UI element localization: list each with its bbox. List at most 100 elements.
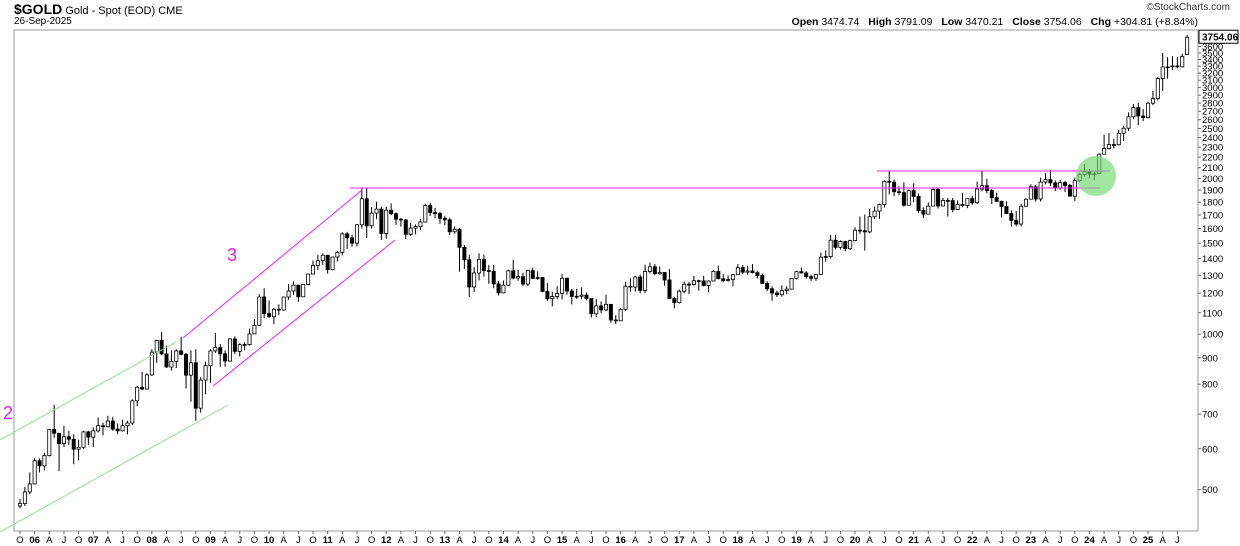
candles: [17, 35, 1190, 509]
candle-body: [232, 338, 237, 352]
candle-body: [755, 272, 760, 277]
x-tick-label: O: [192, 535, 199, 546]
candle-body: [481, 259, 486, 272]
candle-body: [340, 233, 345, 253]
x-tick-label: 24: [1084, 535, 1095, 546]
candle-body: [677, 290, 682, 303]
candle-body: [22, 491, 27, 505]
candle-body: [101, 425, 106, 428]
x-tick-label: 11: [323, 535, 334, 546]
candle-body: [545, 290, 550, 300]
x-tick-label: 09: [205, 535, 216, 546]
y-tick-label: 800: [1202, 380, 1218, 391]
y-tick-label: 1500: [1202, 239, 1223, 250]
candle-body: [813, 273, 818, 279]
x-tick-label: 17: [674, 535, 685, 546]
x-tick-label: A: [632, 535, 639, 546]
exchange: CME: [158, 5, 183, 17]
candle-body: [403, 219, 408, 235]
candle-body: [1023, 198, 1028, 207]
candle-body: [1160, 66, 1165, 79]
candle-body: [330, 256, 335, 271]
y-tick-label: 1400: [1202, 254, 1223, 265]
candle-body: [1116, 132, 1121, 146]
candle-body: [613, 319, 618, 322]
x-tick-label: 10: [264, 535, 275, 546]
candle-body: [223, 353, 228, 362]
x-tick-label: A: [1101, 535, 1108, 546]
candle-body: [61, 436, 66, 445]
candle-body: [599, 305, 604, 311]
trend-line: [212, 239, 396, 387]
candle-body: [945, 200, 950, 202]
candle-body: [1048, 179, 1053, 184]
candle-body: [1019, 205, 1024, 225]
x-tick-label: 12: [381, 535, 392, 546]
candle-body: [184, 353, 189, 376]
candle-body: [1102, 148, 1107, 155]
x-tick-label: A: [456, 535, 463, 546]
wave-label: 3: [227, 245, 237, 265]
candle-body: [608, 303, 613, 321]
candle-body: [1155, 78, 1160, 99]
candle-body: [164, 353, 169, 368]
x-tick-label: A: [925, 535, 932, 546]
candle-body: [442, 217, 447, 221]
candle-body: [374, 208, 379, 214]
candle-body: [892, 181, 897, 193]
date: 26-Sep-2025: [14, 16, 72, 27]
candle-body: [369, 212, 374, 227]
candle-body: [281, 296, 286, 311]
x-tick-label: O: [1130, 535, 1137, 546]
change-value: +304.81 (+8.84%): [1113, 16, 1198, 28]
candle-body: [457, 228, 462, 248]
x-tick-label: A: [1160, 535, 1167, 546]
candle-body: [569, 290, 574, 297]
x-tick-label: 06: [29, 535, 40, 546]
candle-body: [662, 272, 667, 281]
candle-body: [960, 203, 965, 206]
x-tick-label: A: [1042, 535, 1049, 546]
candle-body: [843, 241, 848, 249]
candle-body: [867, 216, 872, 233]
x-tick-label: A: [339, 535, 346, 546]
x-tick-label: A: [749, 535, 756, 546]
candle-body: [496, 283, 501, 294]
x-tick-label: 08: [147, 535, 158, 546]
ohlc-value: 3754.06: [1043, 16, 1082, 28]
candle-body: [638, 276, 643, 291]
candle-body: [408, 227, 413, 235]
x-tick-label: J: [589, 535, 594, 546]
candle-body: [276, 308, 281, 311]
x-tick-label: J: [1116, 535, 1121, 546]
ohlc-label: Chg: [1090, 16, 1112, 28]
candle-body: [525, 270, 530, 285]
candle-body: [926, 205, 931, 215]
x-tick-label: O: [895, 535, 902, 546]
candle-body: [227, 338, 232, 362]
x-tick-label: J: [413, 535, 418, 546]
candle-body: [315, 260, 320, 266]
y-tick-label: 3600: [1202, 42, 1223, 53]
candle-body: [66, 436, 71, 440]
candle-body: [623, 285, 628, 310]
candle-body: [784, 288, 789, 292]
candle-body: [560, 277, 565, 294]
x-tick-label: 15: [557, 535, 568, 546]
candle-body: [857, 229, 862, 232]
candle-body: [359, 198, 364, 226]
candle-body: [853, 229, 858, 242]
x-tick-label: 13: [440, 535, 451, 546]
candle-body: [989, 190, 994, 199]
candle-body: [286, 290, 291, 298]
ohlc-value: 3474.74: [821, 16, 860, 28]
candle-body: [1180, 55, 1185, 68]
candle-body: [872, 210, 877, 218]
x-tick-label: O: [661, 535, 668, 546]
x-tick-label: J: [530, 535, 535, 546]
candle-body: [491, 270, 496, 285]
candle-body: [1136, 107, 1141, 117]
candle-body: [530, 270, 535, 279]
x-tick-label: J: [765, 535, 770, 546]
ohlc-label: Low: [941, 16, 963, 28]
